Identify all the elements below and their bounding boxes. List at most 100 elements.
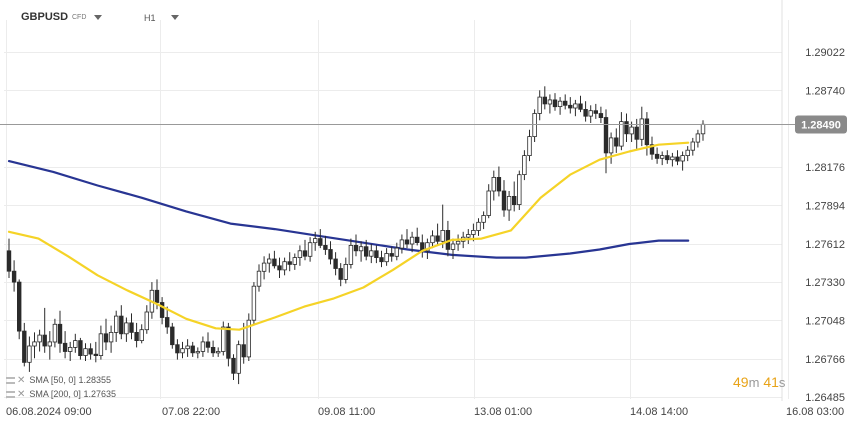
candle-countdown: 49m 41s <box>733 374 785 390</box>
candle <box>409 231 415 253</box>
candle-body-bearish <box>159 302 165 318</box>
candle-body-bearish <box>665 155 670 161</box>
candle-body-bullish <box>685 149 690 156</box>
legend-settings-icon[interactable] <box>6 390 15 398</box>
candle <box>547 94 553 114</box>
candle <box>522 150 527 181</box>
y-tick-label: 1.27330 <box>805 277 845 289</box>
candle <box>588 105 593 123</box>
candle <box>624 113 629 142</box>
candle-body-bearish <box>649 144 655 155</box>
candle <box>251 282 257 325</box>
candle <box>297 245 303 266</box>
candle-body-bearish <box>614 137 619 147</box>
candle-body-bearish <box>563 100 568 106</box>
candle <box>98 325 104 360</box>
candle <box>159 297 165 325</box>
candle-body-bullish <box>37 334 42 343</box>
candle <box>399 234 405 254</box>
candle-body-bearish <box>603 117 609 154</box>
candle-body-bullish <box>221 326 226 352</box>
candle <box>195 347 200 359</box>
candle-body-bearish <box>363 246 369 257</box>
candle <box>552 93 558 111</box>
price-line-layer: 1.28490 <box>0 115 847 134</box>
candle <box>430 230 435 249</box>
candles-layer <box>6 86 706 385</box>
candle-body-bearish <box>226 326 231 359</box>
symbol-selector[interactable]: GBPUSD <box>21 11 69 23</box>
candle <box>277 257 282 278</box>
candle-body-bullish <box>358 246 364 252</box>
candle <box>476 218 481 236</box>
candle <box>466 229 471 244</box>
sma50-layer <box>7 141 690 331</box>
current-price-label: 1.28490 <box>801 120 841 132</box>
candle <box>6 238 12 278</box>
candle-body-bearish <box>328 249 333 260</box>
candle <box>517 170 522 210</box>
candle-body-bullish <box>369 250 374 257</box>
candle-body-bearish <box>210 346 216 354</box>
legend-settings-icon[interactable] <box>6 376 15 384</box>
candle-body-bearish <box>57 323 63 344</box>
candle-body-bullish <box>486 190 491 216</box>
candle-body-bearish <box>389 253 394 257</box>
candle-body-bearish <box>93 353 98 357</box>
candle <box>593 103 598 119</box>
candle-body-bearish <box>634 126 639 140</box>
candle <box>22 322 27 367</box>
candle <box>603 109 609 174</box>
candle <box>323 235 328 255</box>
candle-body-bearish <box>78 340 83 357</box>
candle-body-bullish <box>660 155 665 159</box>
candle <box>333 252 338 276</box>
candle-body-bullish <box>200 341 206 352</box>
candle-body-bullish <box>608 137 614 154</box>
candle <box>353 234 359 257</box>
candle <box>210 340 216 357</box>
y-tick-label: 1.28176 <box>805 162 845 174</box>
candle-body-bearish <box>598 113 604 118</box>
timeframe-dropdown-caret-icon[interactable] <box>171 15 179 20</box>
legend-remove-icon[interactable]: ✕ <box>17 388 26 400</box>
sma200-line <box>7 160 690 259</box>
candle-body-bullish <box>450 243 456 250</box>
candle <box>557 97 563 115</box>
y-tick-label: 1.28740 <box>805 85 845 97</box>
candle <box>231 354 236 380</box>
candle <box>496 166 502 197</box>
candle <box>583 101 588 122</box>
candle-body-bearish <box>11 270 17 283</box>
candle <box>37 329 42 352</box>
candle <box>134 322 139 348</box>
candle <box>103 318 109 351</box>
candle-body-bearish <box>205 341 211 348</box>
candle-body-bullish <box>98 333 104 356</box>
candle-body-bullish <box>629 126 634 135</box>
timeframe-selector[interactable]: H1 <box>144 13 156 23</box>
y-tick-label: 1.26485 <box>805 392 845 404</box>
candle-body-bullish <box>195 351 200 354</box>
candle-body-bearish <box>624 121 629 135</box>
candle-body-bearish <box>542 96 547 105</box>
x-tick-label: 13.08 01:00 <box>474 406 532 418</box>
countdown-minutes: 49 <box>733 374 749 390</box>
candle-body-bullish <box>506 195 512 211</box>
candle <box>68 341 73 361</box>
candle <box>384 248 389 266</box>
candle-body-bullish <box>261 262 267 272</box>
candle <box>665 150 670 164</box>
legend-remove-icon[interactable]: ✕ <box>17 374 26 386</box>
symbol-dropdown-caret-icon[interactable] <box>94 15 102 20</box>
candle-body-bullish <box>236 344 241 374</box>
candle <box>700 120 706 141</box>
candle-body-bearish <box>435 235 440 242</box>
candle <box>578 95 583 113</box>
candle-body-bullish <box>399 239 405 249</box>
candle <box>42 307 47 353</box>
candle-body-bullish <box>537 96 542 114</box>
x-axis: 06.08.2024 09:00 07.08 22:00 09.08 11:00 13… <box>6 406 844 418</box>
candle <box>450 238 456 259</box>
